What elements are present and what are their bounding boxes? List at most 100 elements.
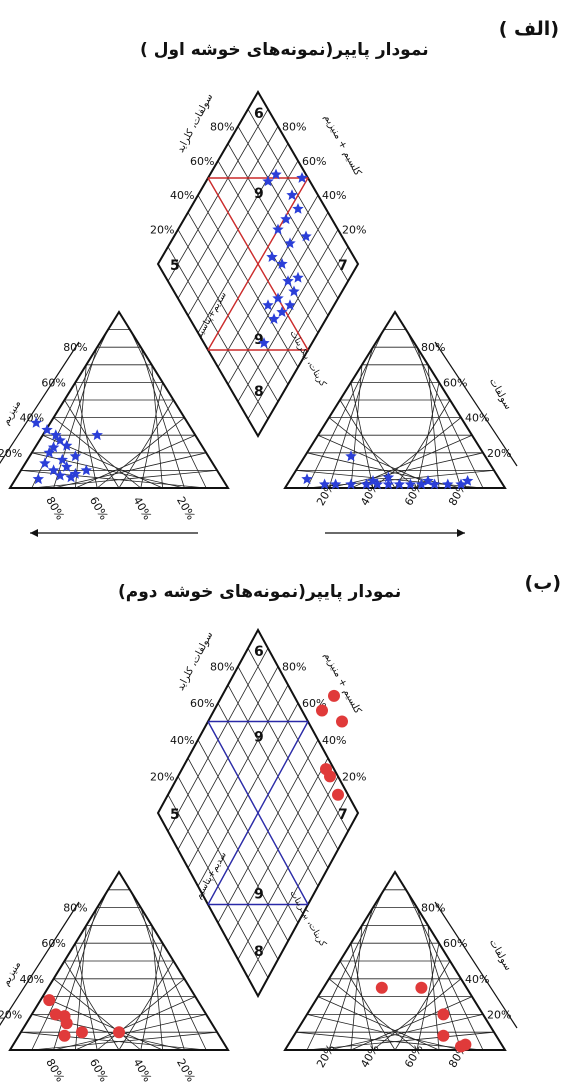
data-point — [43, 994, 56, 1007]
data-point — [318, 478, 331, 490]
grid-line — [53, 978, 142, 1051]
data-point — [258, 337, 270, 348]
data-point — [284, 299, 296, 311]
diamond-number: 9 — [254, 730, 264, 746]
data-point — [336, 715, 348, 728]
data-point — [415, 981, 428, 994]
data-point — [270, 168, 282, 180]
data-point — [286, 189, 298, 201]
data-point — [54, 434, 66, 446]
pct-label: 60% — [443, 937, 467, 950]
piper-panel-a: ( الف) نمودار پایپر(نمونه‌های خوشه اول )… — [0, 0, 567, 540]
grid-line — [328, 1014, 484, 1051]
diamond-number: 5 — [170, 258, 180, 274]
triangle-outline — [283, 870, 507, 1051]
data-point — [65, 471, 77, 483]
grid-line — [53, 452, 207, 489]
diamond-number: 9 — [254, 887, 264, 903]
data-point — [437, 1008, 450, 1021]
grid-line — [328, 978, 418, 1051]
diamond-number: 6 — [254, 644, 264, 660]
grid-line — [20, 1031, 207, 1051]
data-point — [284, 237, 296, 249]
axis-arrow — [0, 901, 80, 1026]
piper-panel-b: (ب) نمودار پایپر(نمونه‌های خوشه دوم) 6 9 5… — [0, 550, 567, 1091]
data-point — [69, 450, 82, 462]
diamond-number: 9 — [254, 186, 264, 202]
diamond-outline — [156, 90, 360, 438]
data-point — [324, 770, 336, 783]
pct-label: 20% — [150, 224, 174, 237]
pct-label: 20% — [174, 1057, 197, 1085]
diamond-number: 6 — [254, 106, 264, 122]
axis-label-carbonate-bicarbonate: کربنات، بیکربنات — [287, 889, 328, 949]
axis-label-calcium-magnesium: کلسیم + منیزیم — [321, 113, 363, 178]
pct-label: 80% — [421, 341, 445, 354]
data-point — [329, 478, 342, 490]
data-point — [47, 441, 60, 453]
data-point — [300, 230, 312, 242]
grid-line — [394, 960, 451, 1051]
pct-label: 20% — [0, 1008, 22, 1021]
grid-line — [31, 1031, 218, 1051]
grid-line — [350, 996, 473, 1051]
pct-label: 20% — [314, 1042, 337, 1070]
diamond-number: 7 — [338, 258, 348, 274]
data-point — [272, 292, 284, 304]
pct-label: 40% — [170, 734, 194, 747]
data-point — [91, 429, 103, 441]
data-point — [371, 478, 384, 490]
pct-label: 60% — [87, 1057, 110, 1085]
pct-label: 20% — [0, 447, 22, 460]
pct-label: 40% — [130, 495, 153, 523]
axis-label-sodium-potassium: سدیم+پتاسیم — [194, 290, 229, 340]
data-point — [461, 475, 474, 486]
pct-label: 40% — [322, 189, 346, 202]
diamond-number: 8 — [254, 944, 264, 960]
data-point — [360, 478, 373, 490]
diamond-number: 8 — [254, 384, 264, 400]
axis-label-sulfate: سولفات — [487, 377, 514, 412]
classification-line — [207, 177, 309, 351]
grid-line — [31, 1014, 185, 1051]
grid-line — [53, 417, 142, 489]
triangle-outline — [8, 310, 230, 489]
grid-line — [31, 470, 218, 489]
panel-label-b: (ب) — [524, 572, 561, 594]
diamond-number: 7 — [338, 807, 348, 823]
data-point — [345, 478, 357, 490]
pct-label: 40% — [170, 189, 194, 202]
data-point — [382, 471, 395, 483]
data-point — [393, 478, 406, 490]
data-point — [280, 213, 292, 225]
pct-label: 60% — [443, 376, 467, 389]
data-point — [422, 475, 434, 486]
data-point — [80, 464, 92, 476]
data-point — [272, 223, 284, 235]
grid-line — [75, 996, 196, 1051]
data-point — [56, 453, 68, 465]
data-point — [316, 704, 328, 717]
grid-line — [96, 417, 185, 489]
data-point — [455, 478, 467, 490]
data-point — [404, 478, 417, 490]
data-point — [266, 251, 278, 262]
grid-line — [328, 417, 418, 489]
grid-line — [372, 978, 462, 1051]
grid-line — [317, 996, 440, 1051]
data-point — [301, 473, 313, 485]
data-point — [32, 473, 44, 485]
grid-line — [20, 470, 207, 489]
data-point — [47, 464, 60, 476]
axis-arrow — [434, 341, 518, 467]
triangle-outline — [283, 310, 507, 489]
grid-line — [295, 1031, 484, 1051]
data-point — [75, 1026, 88, 1039]
data-point — [345, 450, 357, 462]
grid-line — [118, 960, 174, 1051]
grid-line — [306, 1031, 495, 1051]
pct-label: 20% — [342, 224, 366, 237]
grid-line — [317, 434, 440, 489]
pct-label: 60% — [41, 376, 65, 389]
